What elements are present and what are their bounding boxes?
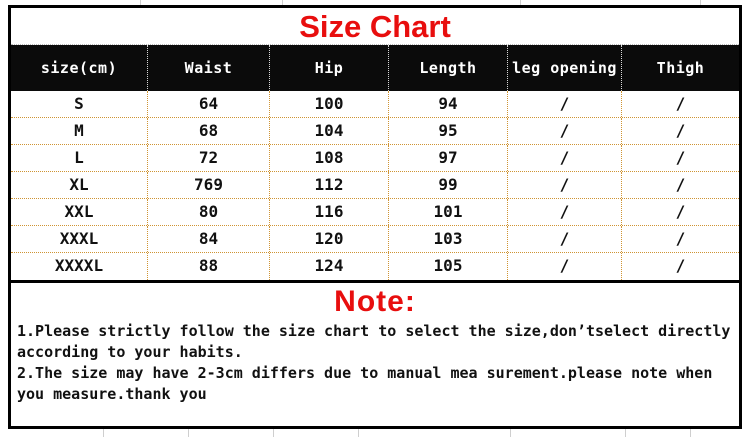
table-cell: 100 [270, 91, 389, 117]
table-cell: 80 [148, 199, 270, 225]
table-cell: / [508, 91, 622, 117]
size-label-cell: M [11, 118, 148, 144]
table-cell: 88 [148, 253, 270, 280]
table-cell: / [675, 121, 686, 140]
table-cell: 101 [389, 199, 508, 225]
table-cell: 112 [270, 172, 389, 198]
column-header-length: Length [389, 45, 508, 91]
table-cell: / [508, 118, 622, 144]
table-cell: 64 [148, 91, 270, 117]
table-cell: / [508, 145, 622, 171]
page-title: Size Chart [299, 9, 451, 44]
table-body: S 64 100 94// M 68 104 95// L 72 108 97// XL 769 112 99… [11, 91, 739, 280]
size-label-cell: L [11, 145, 148, 171]
sheet-gridline [282, 0, 283, 6]
table-cell: / [508, 226, 622, 252]
table-row: L 72 108 97// [11, 145, 739, 172]
table-cell: 94 [389, 91, 508, 117]
sheet-gridline [140, 0, 141, 6]
column-header-thigh: Thigh [656, 59, 705, 77]
table-cell: 72 [148, 145, 270, 171]
table-cell: / [675, 94, 686, 113]
size-label-cell: XXXL [11, 226, 148, 252]
sheet-gridline [188, 429, 189, 437]
table-cell: / [675, 148, 686, 167]
table-cell: / [675, 256, 686, 275]
sheet-gridline [700, 0, 701, 6]
size-label-cell: XL [11, 172, 148, 198]
table-cell: 105 [389, 253, 508, 280]
table-cell: 97 [389, 145, 508, 171]
table-cell: 84 [148, 226, 270, 252]
table-cell: / [675, 202, 686, 221]
note-body: 1.Please strictly follow the size chart … [17, 322, 731, 403]
table-cell: 116 [270, 199, 389, 225]
size-label-cell: XXXXL [11, 253, 148, 280]
table-cell: / [508, 253, 622, 280]
table-row: XXXL 84 120 103// [11, 226, 739, 253]
table-cell: / [508, 172, 622, 198]
table-row: S 64 100 94// [11, 91, 739, 118]
size-label-cell: S [11, 91, 148, 117]
column-header-leg-opening: leg opening [508, 45, 622, 91]
table-cell: 68 [148, 118, 270, 144]
column-header-size: size(cm) [11, 45, 148, 91]
sheet-gridline [273, 429, 274, 437]
sheet-gridline [690, 429, 691, 437]
table-cell: 769 [148, 172, 270, 198]
table-cell: / [675, 175, 686, 194]
sheet-gridline [510, 429, 511, 437]
column-header-hip: Hip [270, 45, 389, 91]
sheet-gridline [358, 429, 359, 437]
table-cell: 99 [389, 172, 508, 198]
table-cell: 104 [270, 118, 389, 144]
table-row: M 68 104 95// [11, 118, 739, 145]
table-cell: 108 [270, 145, 389, 171]
size-chart-panel: Size Chart size(cm) Waist Hip Length leg… [8, 5, 742, 429]
table-cell: / [508, 199, 622, 225]
sheet-gridline [520, 0, 521, 6]
note-heading: Note: [334, 285, 416, 318]
table-cell: 124 [270, 253, 389, 280]
note-section: Note: 1.Please strictly follow the size … [11, 280, 739, 426]
column-header-waist: Waist [148, 45, 270, 91]
size-label-cell: XXL [11, 199, 148, 225]
table-cell: / [675, 229, 686, 248]
title-row: Size Chart [11, 8, 739, 45]
table-row: XXL 80 116 101// [11, 199, 739, 226]
table-cell: 103 [389, 226, 508, 252]
sheet-gridline [625, 429, 626, 437]
table-header-row: size(cm) Waist Hip Length leg opening Th… [11, 45, 739, 91]
table-cell: 95 [389, 118, 508, 144]
sheet-gridline [103, 429, 104, 437]
table-cell: 120 [270, 226, 389, 252]
table-row: XL 769 112 99// [11, 172, 739, 199]
table-row: XXXXL 88 124 105// [11, 253, 739, 280]
